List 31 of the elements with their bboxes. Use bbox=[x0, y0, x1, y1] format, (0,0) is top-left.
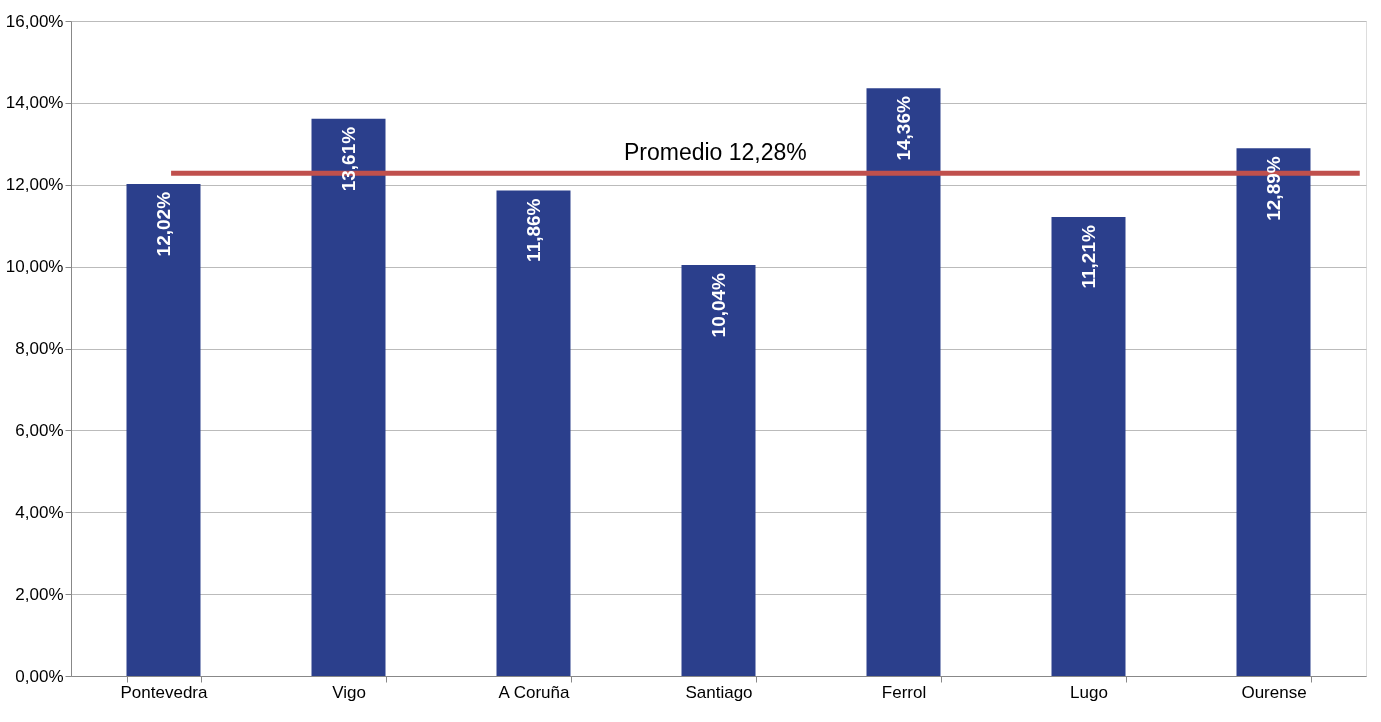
x-tick-label: A Coruña bbox=[498, 682, 570, 702]
data-label: 13,61% bbox=[337, 126, 359, 192]
y-tick-label: 4,00% bbox=[15, 502, 64, 522]
data-label: 10,04% bbox=[707, 272, 729, 338]
bar bbox=[126, 183, 201, 676]
x-tick-label: Ourense bbox=[1241, 682, 1307, 702]
y-tick-label: 2,00% bbox=[15, 584, 64, 604]
y-tick-label: 10,00% bbox=[5, 257, 64, 277]
bar bbox=[681, 264, 756, 676]
data-label: 12,02% bbox=[152, 191, 174, 257]
y-tick-label: 14,00% bbox=[5, 93, 64, 113]
data-label: 11,21% bbox=[1077, 225, 1099, 289]
bar bbox=[311, 118, 386, 676]
y-tick-label: 16,00% bbox=[5, 11, 64, 31]
x-tick-label: Lugo bbox=[1070, 682, 1108, 702]
data-label: 11,86% bbox=[522, 198, 544, 262]
y-tick-label: 0,00% bbox=[15, 666, 64, 686]
bar bbox=[1051, 217, 1126, 676]
y-tick-label: 12,00% bbox=[5, 175, 64, 195]
y-tick-label: 6,00% bbox=[15, 420, 64, 440]
bar bbox=[866, 88, 941, 676]
x-tick-label: Ferrol bbox=[881, 682, 927, 702]
y-tick-label: 8,00% bbox=[15, 339, 64, 358]
data-label: 12,89% bbox=[1262, 156, 1284, 221]
x-tick-label: Pontevedra bbox=[120, 682, 209, 702]
x-tick-label: Santiago bbox=[685, 682, 753, 702]
data-label: 14,36% bbox=[892, 96, 914, 161]
bar bbox=[496, 190, 571, 676]
bar bbox=[1236, 148, 1311, 676]
x-tick-label: Vigo bbox=[332, 682, 366, 702]
ref-line-label: Promedio 12,28% bbox=[623, 139, 807, 166]
